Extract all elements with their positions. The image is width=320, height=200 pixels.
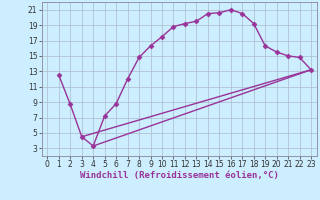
- X-axis label: Windchill (Refroidissement éolien,°C): Windchill (Refroidissement éolien,°C): [80, 171, 279, 180]
